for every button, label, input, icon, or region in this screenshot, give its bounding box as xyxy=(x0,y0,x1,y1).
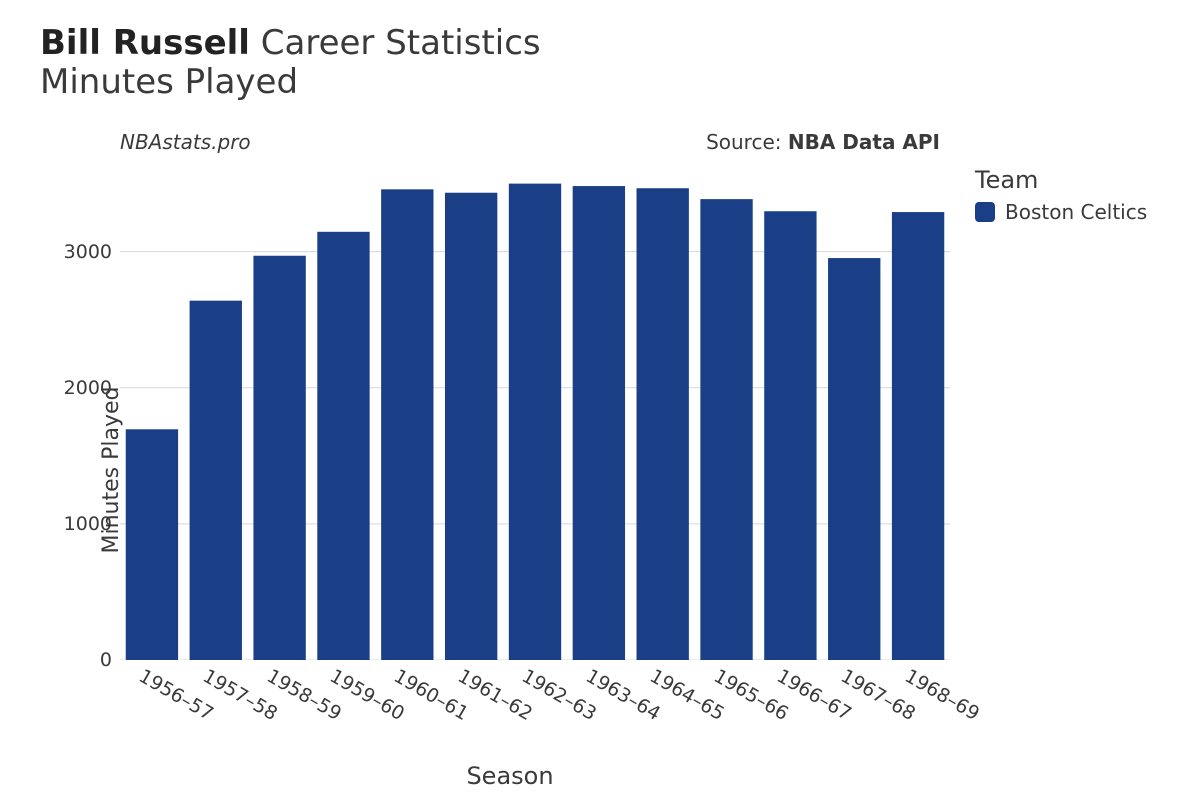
bar xyxy=(126,429,178,660)
bar xyxy=(190,301,242,660)
y-tick: 2000 xyxy=(64,377,112,399)
bar xyxy=(637,188,689,660)
legend-title: Team xyxy=(975,166,1155,194)
chart-title: Bill Russell Career Statistics Minutes P… xyxy=(40,24,541,102)
source-label: Source: xyxy=(706,130,788,154)
bar xyxy=(892,212,944,660)
y-tick: 0 xyxy=(100,649,112,671)
x-tick: 1968–69 xyxy=(901,665,983,725)
bar xyxy=(381,189,433,660)
title-line-2: Minutes Played xyxy=(40,63,541,102)
site-credit: NBAstats.pro xyxy=(120,130,251,154)
bar xyxy=(317,232,369,660)
chart: Minutes Played 0100020003000 1956–571957… xyxy=(40,160,1160,780)
player-name: Bill Russell xyxy=(40,23,250,63)
page: Bill Russell Career Statistics Minutes P… xyxy=(0,0,1200,800)
bar xyxy=(573,186,625,660)
bar xyxy=(828,258,880,660)
bars xyxy=(126,184,945,660)
bar xyxy=(700,199,752,660)
y-tick-labels: 0100020003000 xyxy=(40,170,112,660)
source-credit: Source: NBA Data API xyxy=(706,130,940,154)
title-line-1: Bill Russell Career Statistics xyxy=(40,24,541,63)
title-rest: Career Statistics xyxy=(250,23,541,63)
legend-swatch xyxy=(975,202,995,222)
legend: Team Boston Celtics xyxy=(975,166,1155,224)
plot-area xyxy=(120,170,950,660)
bar xyxy=(253,256,305,660)
y-tick: 1000 xyxy=(64,513,112,535)
bar xyxy=(445,193,497,660)
x-tick-labels: 1956–571957–581958–591959–601960–611961–… xyxy=(120,665,950,735)
legend-item: Boston Celtics xyxy=(975,200,1155,224)
source-name: NBA Data API xyxy=(788,130,940,154)
bar xyxy=(764,211,816,660)
x-axis-label: Season xyxy=(40,762,980,790)
bar xyxy=(509,184,561,660)
legend-items: Boston Celtics xyxy=(975,200,1155,224)
legend-label: Boston Celtics xyxy=(1005,200,1147,224)
y-tick: 3000 xyxy=(64,241,112,263)
